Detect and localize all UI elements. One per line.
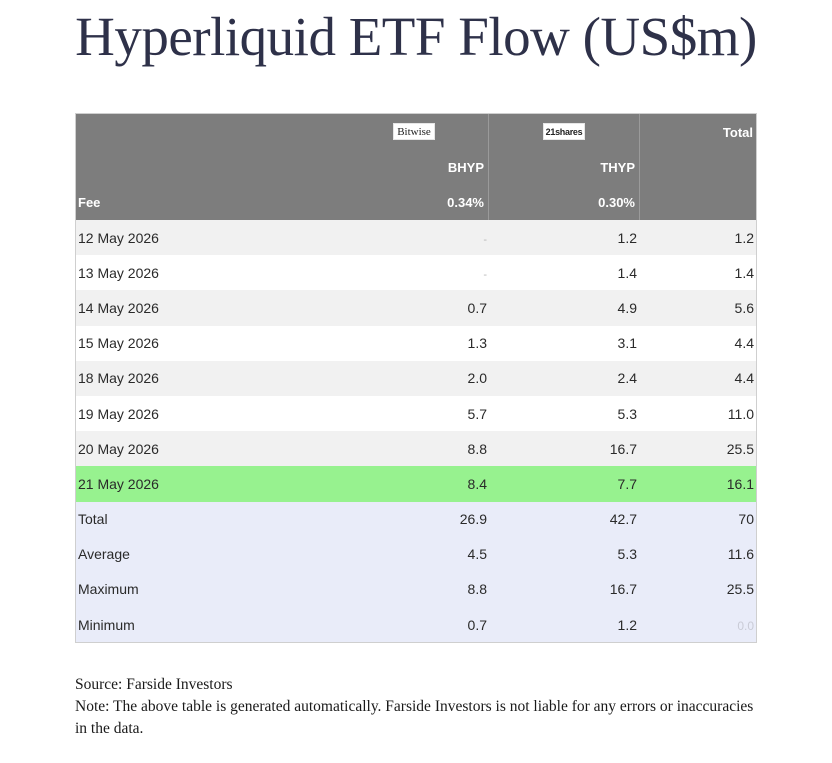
summary-row: Total 26.9 42.7 70	[76, 501, 756, 537]
table-row: 20 May 2026 8.8 16.7 25.5	[76, 431, 756, 467]
table-cell: 12 May 2026	[78, 229, 159, 246]
summary-row: Average 4.5 5.3 11.6	[76, 536, 756, 572]
thyp-fee: 0.30%	[598, 195, 635, 210]
table-cell: -	[483, 268, 487, 281]
table-cell: 26.9	[459, 511, 487, 528]
table-cell: 16.7	[609, 440, 637, 457]
note-text: Note: The above table is generated autom…	[75, 698, 754, 737]
table-cell: Total	[78, 511, 108, 528]
etf-flow-table: Bitwise 21shares Total BHYP THYP Fee 0.3…	[75, 113, 757, 644]
table-cell: 2.0	[467, 370, 487, 387]
table-row-highlighted: 21 May 2026 8.4 7.7 16.1	[76, 466, 756, 502]
bhyp-ticker: BHYP	[447, 160, 484, 175]
table-cell: 8.8	[467, 440, 487, 457]
table-cell: Average	[78, 546, 130, 563]
table-cell: -	[483, 233, 487, 246]
table-row: 15 May 2026 1.3 3.1 4.4	[76, 325, 756, 361]
table-cell: 1.2	[734, 229, 754, 246]
table-cell: 25.5	[726, 581, 754, 598]
table-cell: 4.5	[467, 546, 487, 563]
total-column-header: Total	[722, 125, 753, 140]
table-cell: 4.9	[617, 299, 637, 316]
table-cell: 16.1	[726, 475, 754, 492]
table-cell: 21 May 2026	[78, 475, 159, 492]
table-row: 19 May 2026 5.7 5.3 11.0	[76, 395, 756, 432]
table-cell: 1.2	[617, 229, 637, 246]
table-cell: 25.5	[726, 440, 754, 457]
table-cell: 1.4	[617, 264, 637, 281]
table-cell: 5.7	[467, 405, 487, 422]
table-cell: 16.7	[609, 581, 637, 598]
table-cell: 13 May 2026	[78, 264, 159, 281]
table-row: 13 May 2026 - 1.4 1.4	[76, 255, 756, 291]
table-cell: 5.6	[734, 299, 754, 316]
table-cell: 11.0	[727, 405, 754, 422]
table-cell: Minimum	[78, 616, 135, 633]
table-row: 12 May 2026 - 1.2 1.2	[76, 220, 756, 256]
table-cell: 8.8	[467, 581, 487, 598]
table-cell: 1.2	[617, 616, 637, 633]
table-cell: 0.0	[737, 618, 754, 633]
column-divider	[639, 114, 640, 220]
summary-row: Minimum 0.7 1.2 0.0	[76, 607, 756, 643]
table-cell: 15 May 2026	[78, 335, 159, 352]
bhyp-fee: 0.34%	[447, 195, 484, 210]
table-cell: 11.6	[727, 546, 754, 563]
source-text: Source: Farside Investors	[75, 676, 233, 693]
table-cell: 1.4	[734, 264, 754, 281]
table-cell: 4.4	[734, 370, 754, 387]
table-cell: 14 May 2026	[78, 299, 159, 316]
table-cell: 4.4	[734, 335, 754, 352]
table-cell: 0.7	[467, 616, 487, 633]
table-cell: 0.7	[467, 299, 487, 316]
21shares-logo: 21shares	[543, 123, 585, 140]
column-divider	[488, 114, 489, 220]
page-title: Hyperliquid ETF Flow (US$m)	[75, 6, 757, 67]
table-row: 14 May 2026 0.7 4.9 5.6	[76, 290, 756, 326]
table-cell: 8.4	[467, 475, 487, 492]
table-cell: 7.7	[617, 475, 637, 492]
table-header: Bitwise 21shares Total BHYP THYP Fee 0.3…	[76, 114, 756, 220]
table-cell: 3.1	[617, 335, 637, 352]
bitwise-logo: Bitwise	[393, 123, 435, 140]
table-cell: 2.4	[617, 370, 637, 387]
footer: Source: Farside Investors Note: The abov…	[75, 674, 765, 740]
table-cell: 42.7	[609, 511, 637, 528]
table-cell: 70	[738, 511, 754, 528]
summary-row: Maximum 8.8 16.7 25.5	[76, 571, 756, 608]
table-cell: 19 May 2026	[78, 405, 159, 422]
thyp-ticker: THYP	[600, 160, 635, 175]
table-cell: 1.3	[467, 335, 487, 352]
table-cell: 5.3	[617, 546, 637, 563]
table-cell: 18 May 2026	[78, 370, 159, 387]
table-cell: Maximum	[78, 581, 139, 598]
table-body: 12 May 2026 - 1.2 1.2 13 May 2026 - 1.4 1.4 14 M…	[76, 220, 756, 643]
fee-label: Fee	[78, 195, 101, 210]
table-cell: 20 May 2026	[78, 440, 159, 457]
table-cell: 5.3	[617, 405, 637, 422]
table-row: 18 May 2026 2.0 2.4 4.4	[76, 360, 756, 396]
